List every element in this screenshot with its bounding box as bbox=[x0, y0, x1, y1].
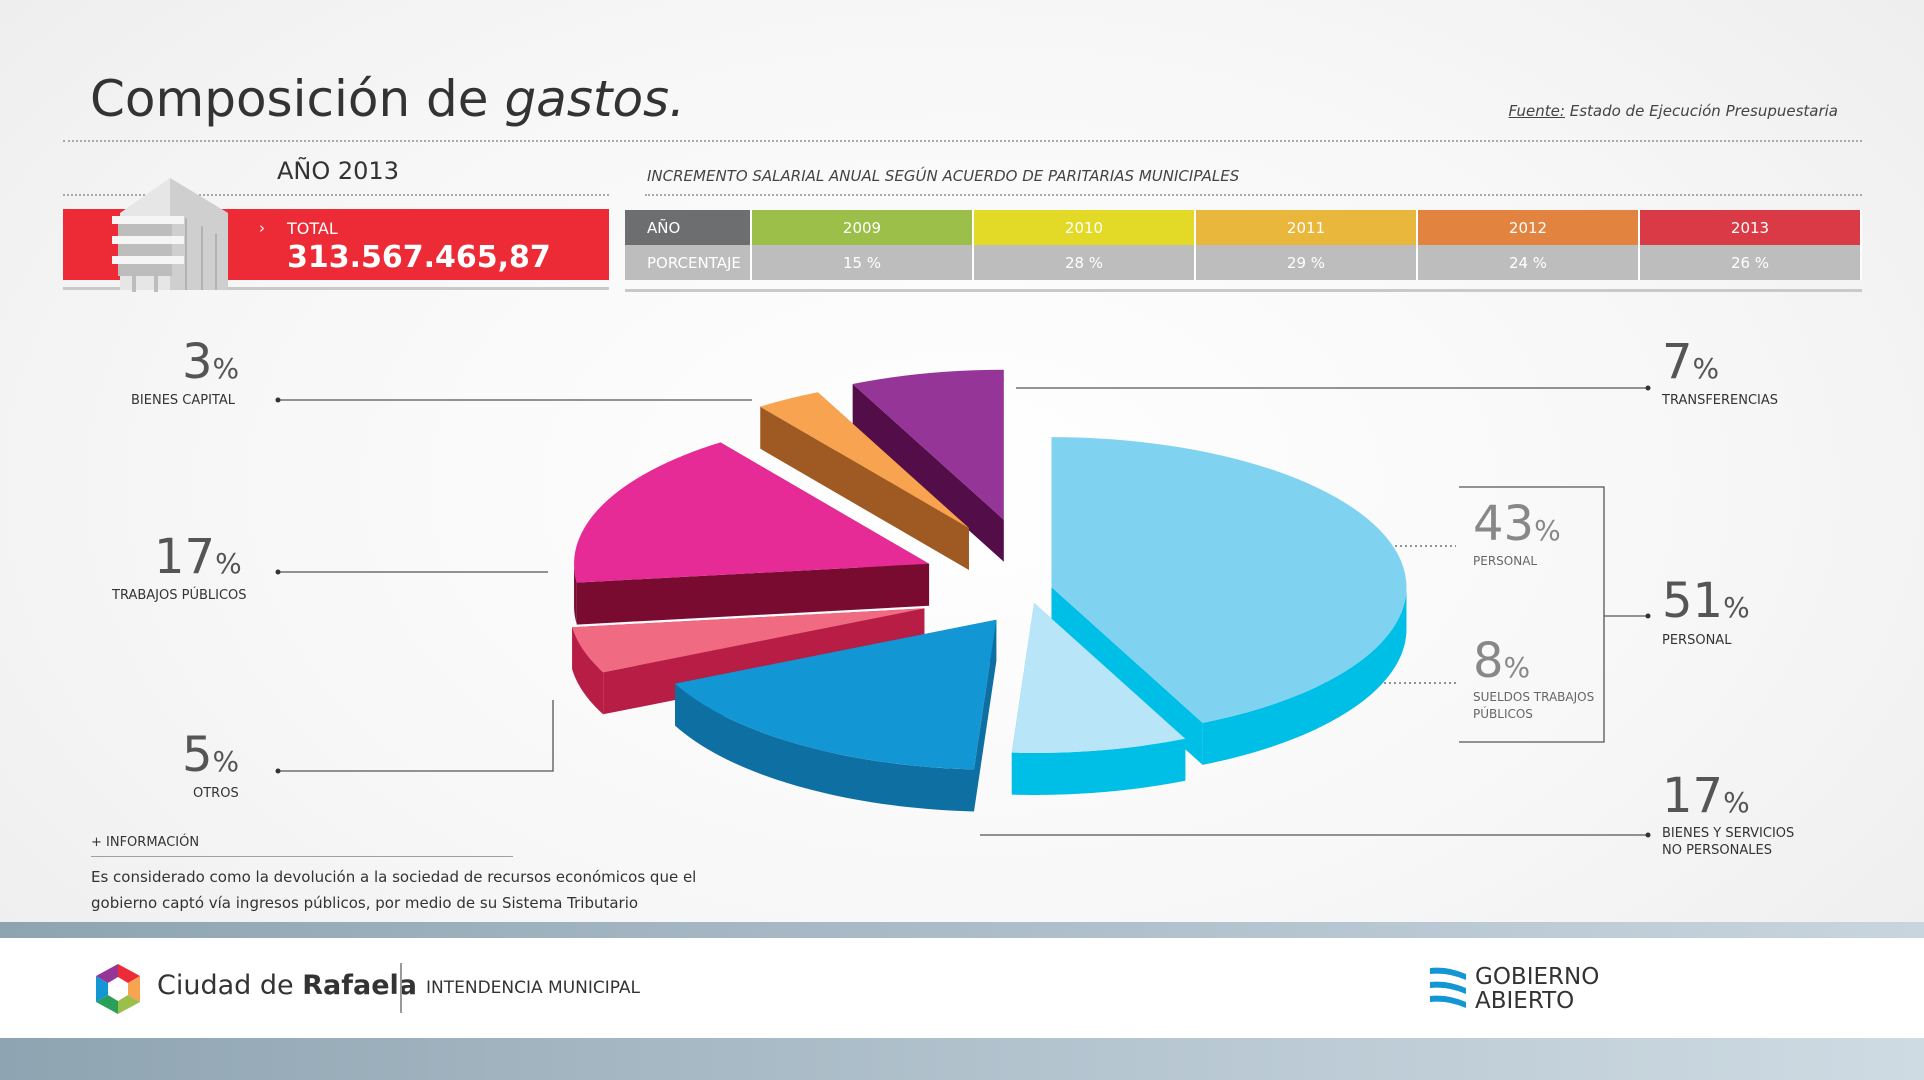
slice-top-bienes-capital bbox=[760, 392, 969, 529]
slice-bienes-y-servicios-no-personales bbox=[675, 619, 997, 812]
cat-label-sueldos: SUELDOS TRABAJOS PÚBLICOS bbox=[1473, 690, 1595, 721]
cat-label-transferencias: TRANSFERENCIAS bbox=[1662, 393, 1779, 408]
table-row-years: AÑO 2009 2010 2011 2012 2013 bbox=[625, 210, 1862, 245]
slice-cut-transferencias-0 bbox=[852, 384, 1004, 562]
slice-side-personal bbox=[1202, 587, 1407, 765]
cat-label-personal-total: PERSONAL bbox=[1662, 633, 1732, 648]
slice-trabajos-públicos bbox=[574, 442, 930, 625]
slice-side-sueldos-trabajos-públicos bbox=[1011, 738, 1186, 795]
total-underline bbox=[63, 287, 609, 290]
pct-cell-2013: 26 % bbox=[1639, 245, 1862, 280]
total-label: TOTAL bbox=[287, 219, 338, 238]
source-note: Fuente: Estado de Ejecución Presupuestar… bbox=[1509, 102, 1838, 120]
slice-bienes-capital bbox=[760, 392, 969, 571]
info-divider bbox=[91, 856, 513, 857]
footer-band-top bbox=[0, 922, 1924, 938]
divider-left bbox=[63, 194, 609, 196]
salary-increment-table: AÑO 2009 2010 2011 2012 2013 PORCENTAJE … bbox=[625, 210, 1862, 280]
logo-text: Ciudad de Rafaela bbox=[157, 970, 417, 1001]
slice-sueldos-trabajos-públicos bbox=[1011, 602, 1186, 795]
dot-personal-total bbox=[1645, 613, 1651, 619]
year-cell-2013: 2013 bbox=[1639, 210, 1862, 245]
total-value: 313.567.465,87 bbox=[287, 240, 551, 275]
pct-cell-2011: 29 % bbox=[1195, 245, 1418, 280]
pie-slices bbox=[572, 369, 1407, 812]
year-cell-2009: 2009 bbox=[751, 210, 974, 245]
dot-bienes-capital bbox=[275, 397, 281, 403]
slice-side-bienes-y-servicios-no-personales bbox=[675, 683, 974, 812]
footer-separator bbox=[400, 963, 402, 1013]
pct-label-personal: 43% bbox=[1473, 496, 1561, 552]
slice-cut-bienes-capital-0 bbox=[760, 406, 969, 571]
page-title: Composición de gastos. bbox=[90, 70, 686, 128]
slice-top-trabajos-públicos bbox=[574, 442, 930, 583]
slice-side-trabajos-públicos bbox=[574, 563, 577, 625]
pct-label-personal-total: 51% bbox=[1662, 573, 1750, 629]
cat-label-bienes-servicios: BIENES Y SERVICIOS NO PERSONALES bbox=[1662, 826, 1795, 858]
gobierno-abierto-label: GOBIERNO ABIERTO bbox=[1475, 964, 1600, 1014]
slice-cut-trabajos-públicos-0 bbox=[576, 563, 930, 625]
building-icon bbox=[112, 178, 228, 292]
cat-label-bienes-capital: BIENES CAPITAL bbox=[131, 393, 235, 408]
cat-label-trabajos-publicos: TRABAJOS PÚBLICOS bbox=[112, 588, 247, 603]
pct-label-sueldos: 8% bbox=[1473, 633, 1531, 689]
pct-label-bienes-capital: 3% bbox=[182, 334, 240, 390]
slice-transferencias bbox=[852, 369, 1004, 562]
cat-label-otros: OTROS bbox=[193, 786, 239, 801]
year-title: AÑO 2013 bbox=[277, 157, 399, 185]
slice-top-otros bbox=[572, 608, 925, 673]
leader-otros bbox=[278, 700, 554, 772]
gobierno-abierto-icon bbox=[1430, 967, 1466, 1008]
slice-top-transferencias bbox=[852, 369, 1004, 520]
dot-bienes-servicios bbox=[1645, 832, 1651, 838]
cat-label-personal: PERSONAL bbox=[1473, 554, 1538, 568]
intendencia-label: INTENDENCIA MUNICIPAL bbox=[426, 978, 641, 998]
info-title[interactable]: + INFORMACIÓN bbox=[91, 835, 200, 850]
footer bbox=[0, 938, 1924, 1038]
source-text: Estado de Ejecución Presupuestaria bbox=[1564, 102, 1838, 120]
dot-trabajos-publicos bbox=[275, 569, 281, 575]
slice-cut-bienes-y-servicios-no-personales-0 bbox=[973, 619, 997, 812]
row-label-year: AÑO bbox=[625, 210, 752, 245]
pct-label-transferencias: 7% bbox=[1662, 334, 1720, 390]
pct-label-otros: 5% bbox=[182, 727, 240, 783]
slice-top-personal bbox=[1051, 437, 1407, 723]
row-label-percent: PORCENTAJE bbox=[625, 245, 752, 280]
table-underline bbox=[625, 289, 1862, 292]
increment-title: INCREMENTO SALARIAL ANUAL SEGÚN ACUERDO … bbox=[647, 167, 1240, 185]
slice-top-bienes-y-servicios-no-personales bbox=[675, 619, 997, 770]
dot-otros bbox=[275, 768, 281, 774]
slice-top-sueldos-trabajos-públicos bbox=[1011, 602, 1186, 753]
source-label: Fuente: bbox=[1508, 102, 1565, 120]
table-row-percent: PORCENTAJE 15 % 28 % 29 % 24 % 26 % bbox=[625, 245, 1862, 280]
personal-bracket bbox=[1459, 486, 1605, 743]
pct-label-bienes-servicios: 17% bbox=[1662, 768, 1750, 824]
year-cell-2011: 2011 bbox=[1195, 210, 1418, 245]
divider-right bbox=[645, 194, 1862, 196]
leader-dots bbox=[275, 385, 1651, 838]
hexagon-logo-icon bbox=[96, 964, 140, 1014]
pct-cell-2010: 28 % bbox=[973, 245, 1196, 280]
pct-cell-2012: 24 % bbox=[1417, 245, 1640, 280]
year-cell-2012: 2012 bbox=[1417, 210, 1640, 245]
chevron-right-icon: › bbox=[259, 219, 265, 237]
pct-cell-2009: 15 % bbox=[751, 245, 974, 280]
year-cell-2010: 2010 bbox=[973, 210, 1196, 245]
dot-transferencias bbox=[1645, 385, 1651, 391]
footer-band-bottom bbox=[0, 1038, 1924, 1080]
pct-label-trabajos-publicos: 17% bbox=[154, 529, 242, 585]
divider-top bbox=[63, 140, 1862, 142]
